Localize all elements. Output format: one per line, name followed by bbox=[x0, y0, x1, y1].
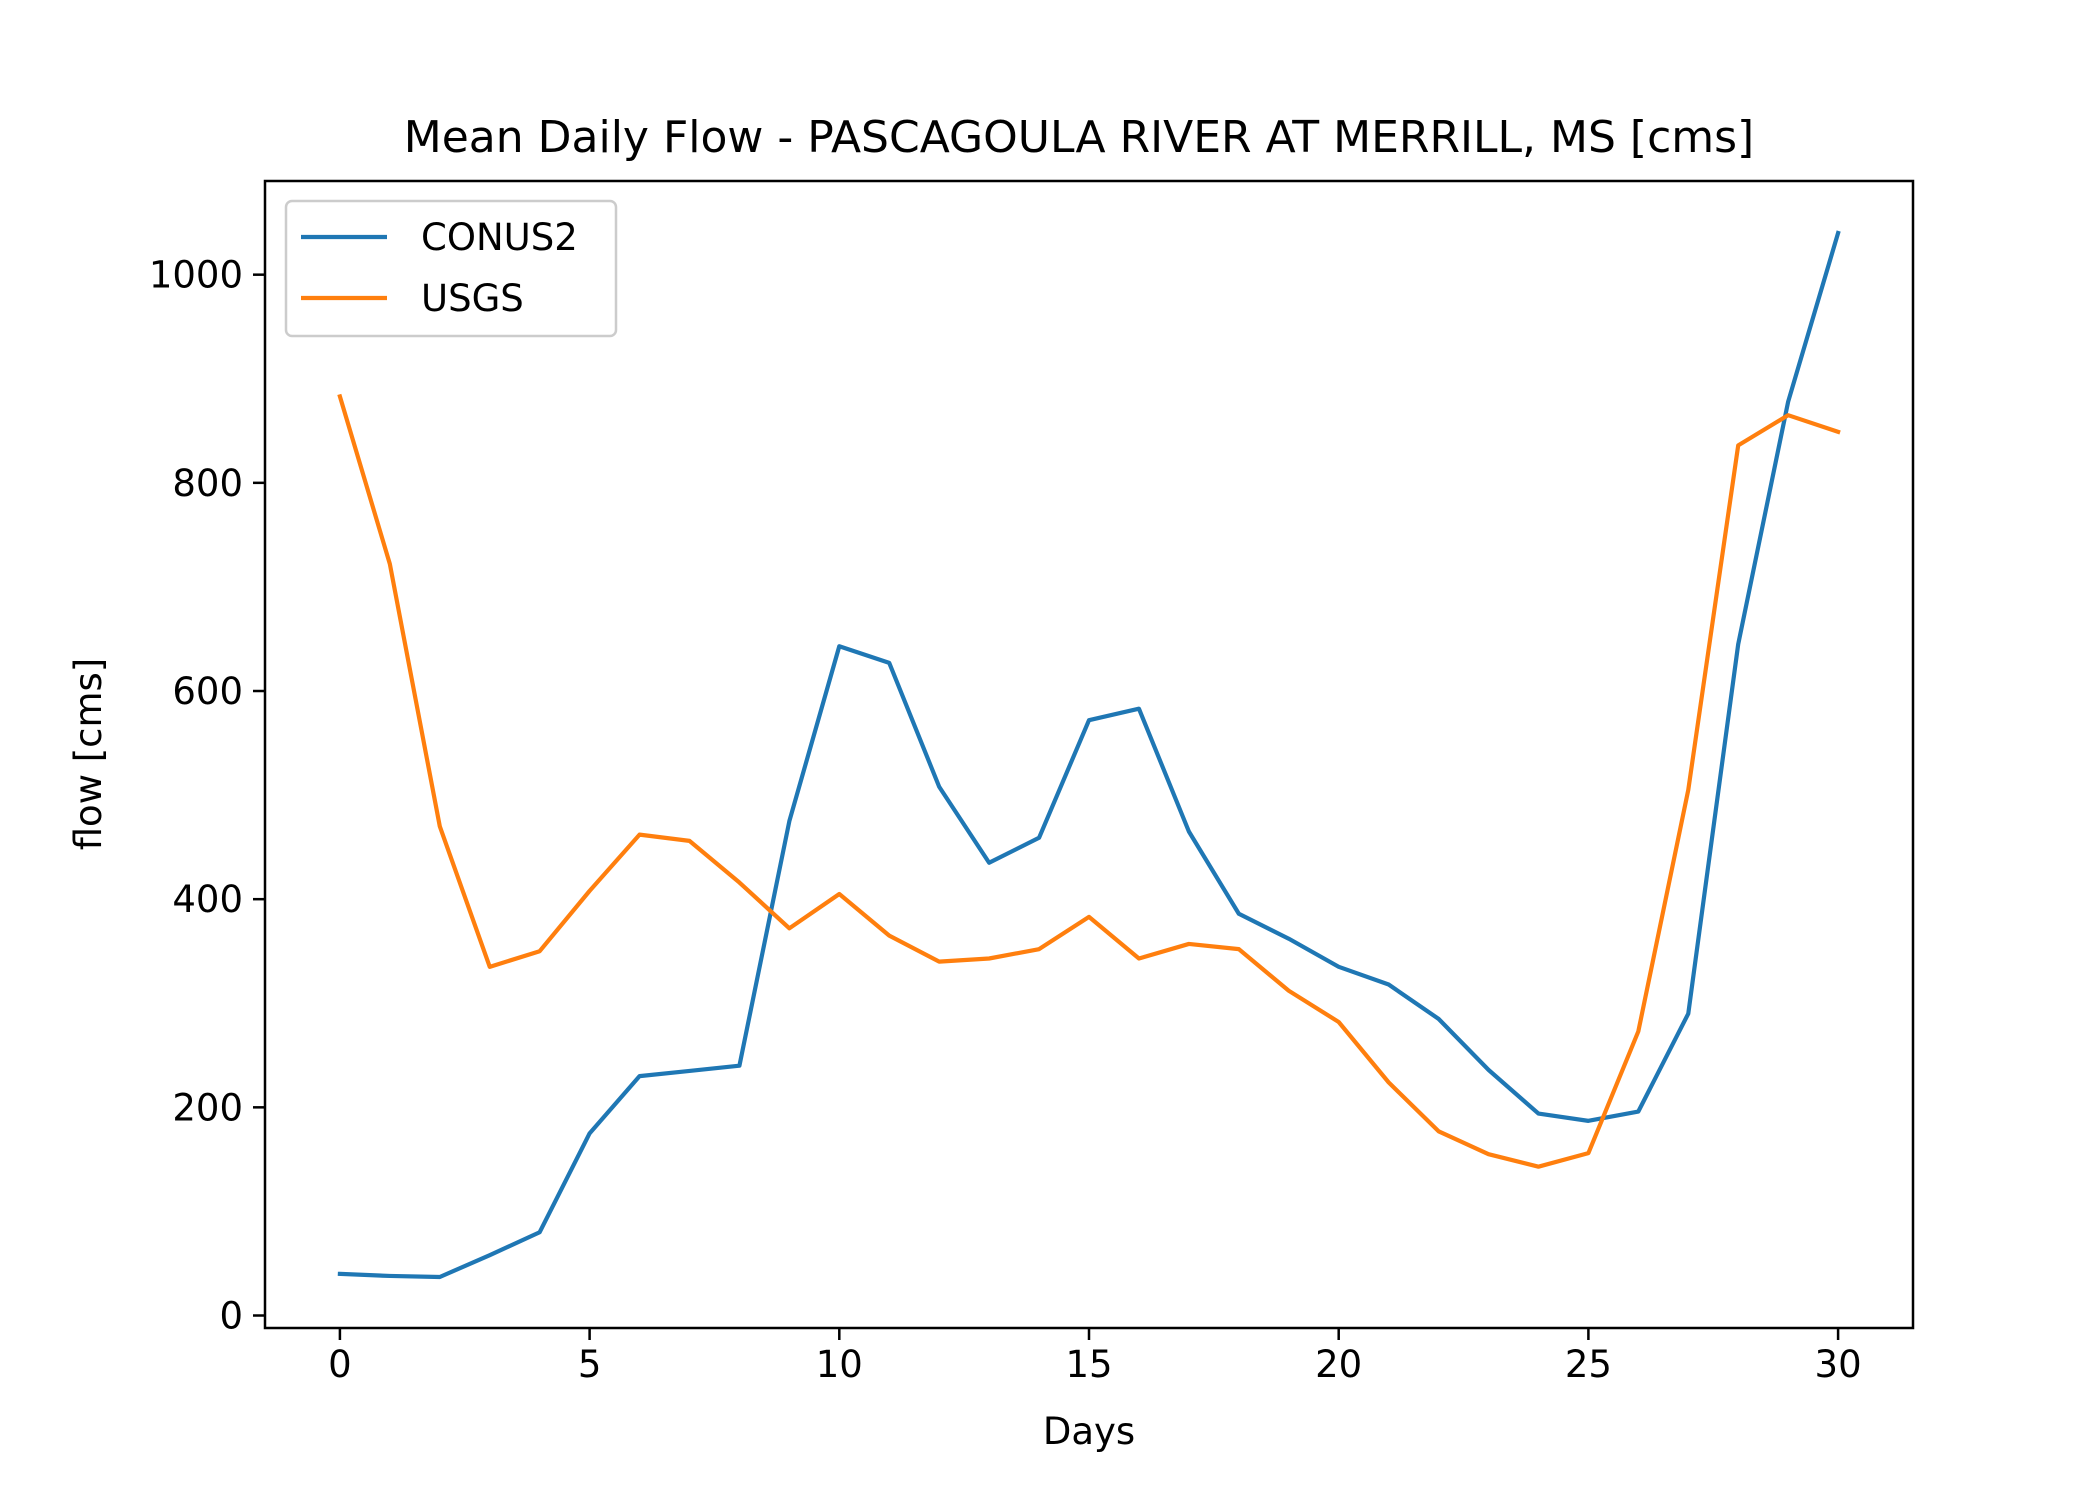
y-tick-label: 200 bbox=[172, 1086, 243, 1129]
chart-title: Mean Daily Flow - PASCAGOULA RIVER AT ME… bbox=[404, 112, 1754, 163]
y-axis-label: flow [cms] bbox=[67, 658, 110, 851]
x-axis: 0 5 10 15 20 25 30 bbox=[328, 1328, 1862, 1386]
x-tick-label: 15 bbox=[1065, 1343, 1112, 1386]
legend: CONUS2 USGS bbox=[284, 199, 618, 338]
y-tick-label: 1000 bbox=[149, 254, 243, 297]
y-tick-label: 0 bbox=[219, 1295, 243, 1338]
legend-label-conus2: CONUS2 bbox=[421, 216, 578, 259]
x-tick-label: 5 bbox=[578, 1343, 602, 1386]
plot-lines bbox=[337, 230, 1841, 1280]
x-axis-label: Days bbox=[1043, 1410, 1135, 1453]
y-tick-label: 400 bbox=[172, 878, 243, 921]
x-tick-label: 30 bbox=[1815, 1343, 1862, 1386]
y-axis: 0 200 400 600 800 1000 bbox=[149, 254, 265, 1338]
x-tick-label: 0 bbox=[328, 1343, 352, 1386]
series-line-usgs bbox=[337, 393, 1841, 1169]
series-line-conus2 bbox=[337, 230, 1841, 1280]
x-tick-label: 25 bbox=[1565, 1343, 1612, 1386]
y-tick-label: 600 bbox=[172, 670, 243, 713]
x-tick-label: 20 bbox=[1315, 1343, 1362, 1386]
legend-box bbox=[284, 199, 618, 338]
x-tick-label: 10 bbox=[816, 1343, 863, 1386]
y-tick-label: 800 bbox=[172, 462, 243, 505]
legend-label-usgs: USGS bbox=[421, 277, 524, 320]
